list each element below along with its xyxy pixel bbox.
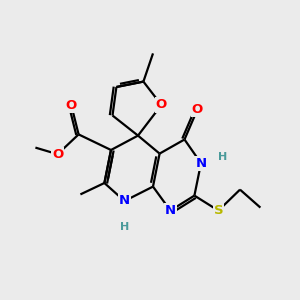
Text: N: N [165,204,176,217]
Text: N: N [119,194,130,208]
Text: O: O [156,98,167,112]
Text: O: O [192,103,203,116]
Text: H: H [218,152,227,163]
Text: H: H [120,221,129,232]
Text: S: S [214,204,223,217]
Text: O: O [66,99,77,112]
Text: N: N [195,157,207,170]
Text: O: O [52,148,63,161]
